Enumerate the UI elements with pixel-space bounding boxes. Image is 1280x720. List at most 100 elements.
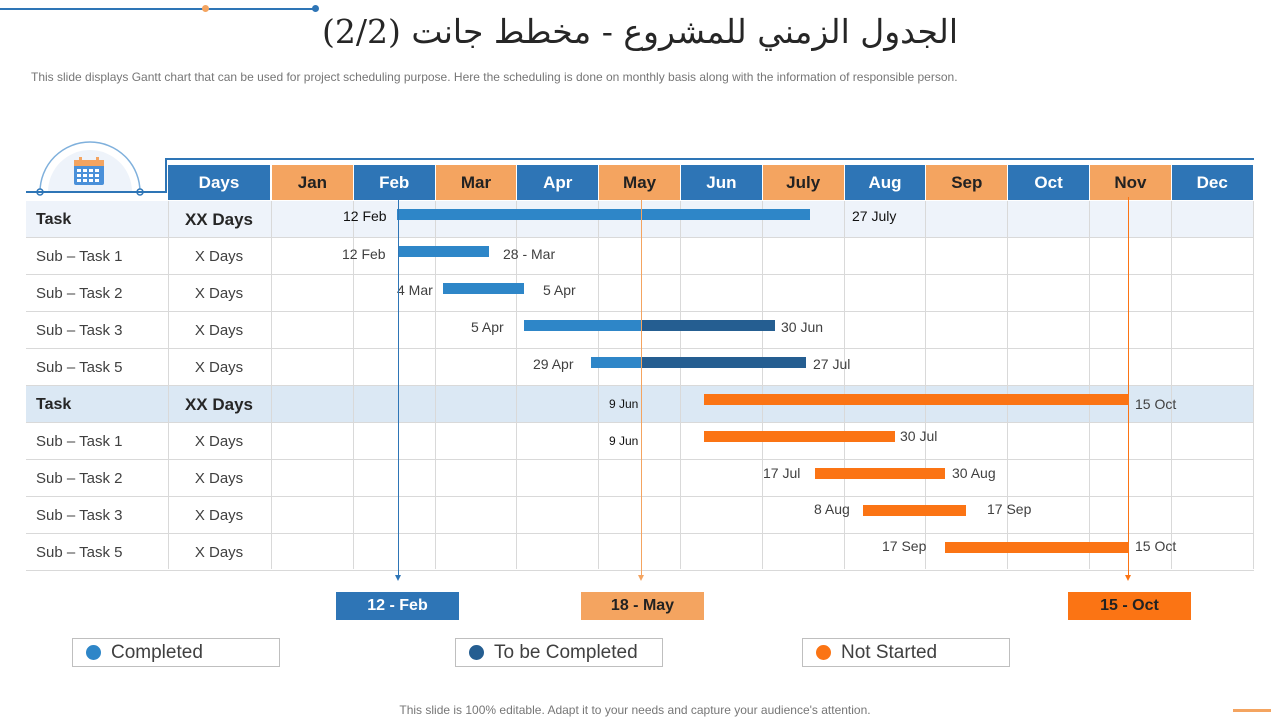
bar-end-label: 27 July bbox=[852, 208, 897, 224]
month-header: Dec bbox=[1171, 165, 1253, 200]
subtask-row: Sub – Task 5 X Days bbox=[26, 349, 1254, 386]
page-title: الجدول الزمني للمشروع - مخطط جانت (2/2) bbox=[321, 12, 959, 51]
gantt-bar bbox=[863, 505, 966, 516]
task-days: X Days bbox=[194, 433, 244, 450]
month-header: Nov bbox=[1090, 165, 1171, 200]
legend-label: Not Started bbox=[841, 641, 938, 663]
footer-note: This slide is 100% editable. Adapt it to… bbox=[399, 703, 871, 717]
table-frame-line bbox=[26, 191, 167, 193]
bar-start-label: 12 Feb bbox=[342, 246, 386, 262]
gantt-bar bbox=[524, 320, 642, 331]
bar-start-label: 17 Sep bbox=[882, 538, 927, 554]
bar-end-label: 15 Oct bbox=[1135, 396, 1177, 412]
month-header: Jan bbox=[272, 165, 353, 200]
month-header: Oct bbox=[1008, 165, 1089, 200]
gantt-bar bbox=[443, 283, 524, 294]
milestone-line bbox=[398, 197, 399, 575]
completed-dot-icon bbox=[86, 645, 101, 660]
month-header: Sep bbox=[926, 165, 1008, 200]
task-name: Task bbox=[36, 396, 72, 413]
grid-line bbox=[516, 201, 518, 569]
milestone-label: 15 - Oct bbox=[1068, 592, 1191, 620]
task-name: Sub – Task 1 bbox=[36, 248, 123, 265]
arrow-down-icon bbox=[1125, 575, 1131, 581]
table-frame-line bbox=[165, 158, 167, 192]
grid-line bbox=[434, 201, 436, 569]
gantt-bar bbox=[591, 357, 642, 368]
gantt-bar bbox=[815, 468, 945, 479]
grid-line bbox=[1252, 201, 1254, 569]
top-accent-dot bbox=[312, 5, 319, 12]
subtask-row: Sub – Task 1 X Days bbox=[26, 238, 1254, 275]
month-header: Feb bbox=[353, 165, 435, 200]
grid-line bbox=[271, 201, 272, 569]
grid-line bbox=[1170, 201, 1172, 569]
task-name: Sub – Task 5 bbox=[36, 359, 123, 376]
month-header: Apr bbox=[517, 165, 599, 200]
not-started-dot-icon bbox=[816, 645, 831, 660]
subtask-row: Sub – Task 1 X Days bbox=[26, 423, 1254, 460]
month-header: Aug bbox=[844, 165, 926, 200]
legend-to-be-completed: To be Completed bbox=[455, 638, 663, 667]
task-days: X Days bbox=[194, 544, 244, 561]
calendar-icon bbox=[36, 141, 144, 196]
bar-end-label: 30 Jul bbox=[900, 428, 938, 444]
month-header: Jun bbox=[681, 165, 762, 200]
task-name: Sub – Task 3 bbox=[36, 322, 123, 339]
bar-start-label: 9 Jun bbox=[609, 397, 639, 411]
bar-start-label: 17 Jul bbox=[763, 465, 801, 481]
milestone-label: 18 - May bbox=[581, 592, 704, 620]
milestone-line bbox=[641, 197, 642, 575]
bar-start-label: 29 Apr bbox=[533, 356, 574, 372]
grid-line bbox=[680, 201, 681, 569]
bar-start-label: 5 Apr bbox=[471, 319, 504, 335]
gantt-bar bbox=[945, 542, 1129, 553]
bar-end-label: 17 Sep bbox=[987, 501, 1032, 517]
gantt-bar bbox=[397, 209, 810, 220]
task-name: Sub – Task 3 bbox=[36, 507, 123, 524]
subtask-row: Sub – Task 5 X Days bbox=[26, 534, 1254, 571]
task-name: Sub – Task 2 bbox=[36, 470, 123, 487]
task-days: X Days bbox=[194, 507, 244, 524]
task-days: X Days bbox=[194, 322, 244, 339]
gantt-bar bbox=[642, 357, 806, 368]
grid-line bbox=[761, 201, 763, 569]
month-header: Mar bbox=[435, 165, 517, 200]
bar-start-label: 8 Aug bbox=[814, 501, 850, 517]
gantt-bar bbox=[642, 320, 775, 331]
grid-line bbox=[598, 201, 600, 569]
task-name: Sub – Task 2 bbox=[36, 285, 123, 302]
header-days: Days bbox=[168, 165, 270, 200]
task-name: Sub – Task 5 bbox=[36, 544, 123, 561]
arrow-down-icon bbox=[638, 575, 644, 581]
corner-accent bbox=[1233, 709, 1271, 712]
task-days: XX Days bbox=[184, 395, 254, 414]
grid-line bbox=[1007, 201, 1009, 569]
grid-line bbox=[168, 201, 169, 569]
bar-end-label: 30 Aug bbox=[952, 465, 996, 481]
bar-end-label: 5 Apr bbox=[543, 282, 576, 298]
bar-end-label: 28 - Mar bbox=[503, 246, 556, 262]
subtask-row: Sub – Task 3 X Days bbox=[26, 312, 1254, 349]
task-days: XX Days bbox=[184, 210, 254, 229]
bar-end-label: 15 Oct bbox=[1135, 538, 1177, 554]
task-days: X Days bbox=[194, 470, 244, 487]
bar-start-label: 4 Mar bbox=[397, 282, 433, 298]
month-header: May bbox=[599, 165, 680, 200]
task-days: X Days bbox=[194, 359, 244, 376]
gantt-bar bbox=[704, 431, 895, 442]
month-header: July bbox=[762, 165, 844, 200]
task-days: X Days bbox=[194, 248, 244, 265]
bar-end-label: 27 Jul bbox=[813, 356, 851, 372]
arrow-down-icon bbox=[395, 575, 401, 581]
table-frame-line bbox=[165, 158, 1254, 160]
legend-label: Completed bbox=[111, 641, 203, 663]
to-be-completed-dot-icon bbox=[469, 645, 484, 660]
calendar-badge bbox=[36, 136, 144, 196]
milestone-line bbox=[1128, 197, 1129, 575]
page-subtitle: This slide displays Gantt chart that can… bbox=[31, 70, 958, 84]
task-name: Task bbox=[36, 211, 72, 228]
gantt-bar bbox=[398, 246, 489, 257]
grid-line bbox=[352, 201, 354, 569]
top-accent-dot bbox=[202, 5, 209, 12]
